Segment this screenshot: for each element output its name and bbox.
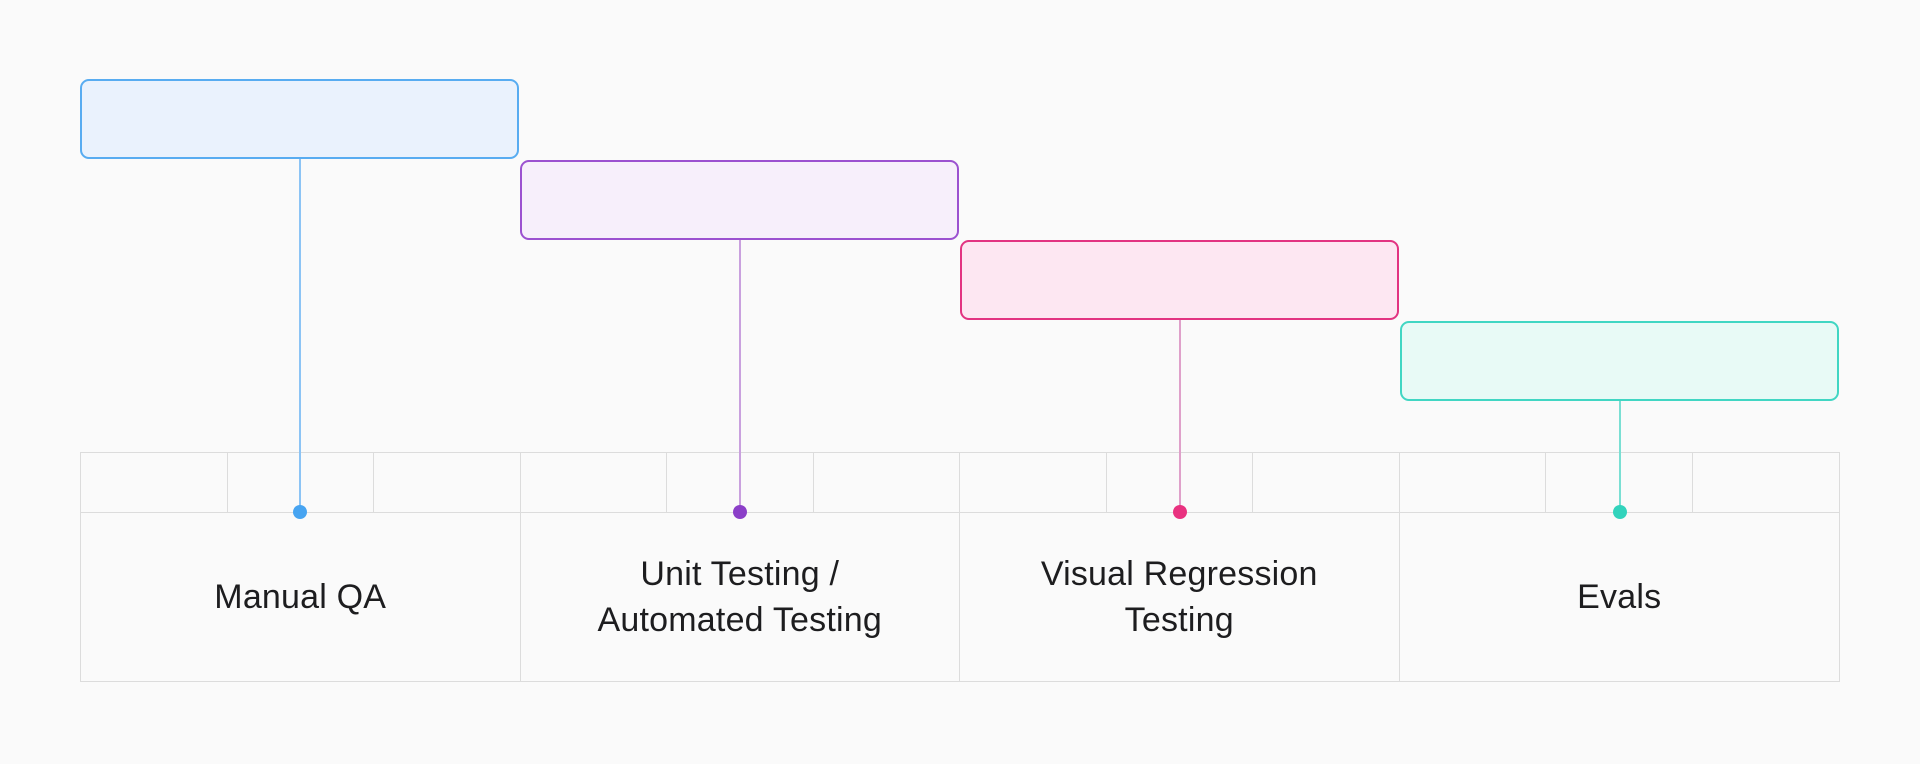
label-visual-regression-testing: Visual Regression Testing: [1040, 555, 1318, 639]
task-bar-visual-regression-testing: [960, 240, 1399, 320]
tick-cell: [228, 453, 374, 512]
connector-line-manual-qa: [299, 157, 301, 512]
timeline-dot-visual-regression-testing: [1173, 505, 1187, 519]
task-bar-unit-testing: [520, 160, 959, 240]
label-cell-visual-regression-testing: Visual Regression Testing: [960, 513, 1400, 681]
tick-cell: [81, 453, 228, 512]
label-manual-qa: Manual QA: [214, 578, 387, 616]
connector-line-visual-regression-testing: [1179, 318, 1181, 512]
tick-cell: [814, 453, 960, 512]
timeline-dot-evals: [1613, 505, 1627, 519]
timeline-table: Manual QA Unit Testing / Automated Testi…: [80, 452, 1840, 682]
task-bar-evals: [1400, 321, 1839, 401]
timeline-tick-row: [81, 453, 1839, 513]
task-bar-manual-qa: [80, 79, 519, 159]
connector-line-evals: [1619, 399, 1621, 512]
timeline-dot-manual-qa: [293, 505, 307, 519]
tick-cell: [1693, 453, 1840, 512]
label-cell-manual-qa: Manual QA: [81, 513, 521, 681]
connector-line-unit-testing: [739, 238, 741, 512]
label-cell-evals: Evals: [1400, 513, 1840, 681]
tick-cell: [960, 453, 1107, 512]
tick-cell: [374, 453, 521, 512]
timeline-label-row: Manual QA Unit Testing / Automated Testi…: [81, 513, 1839, 681]
label-evals: Evals: [1577, 578, 1662, 616]
label-cell-unit-testing: Unit Testing / Automated Testing: [521, 513, 960, 681]
tick-cell: [1253, 453, 1400, 512]
tick-cell: [1107, 453, 1253, 512]
timeline-dot-unit-testing: [733, 505, 747, 519]
tick-cell: [521, 453, 667, 512]
tick-cell: [667, 453, 814, 512]
tick-cell: [1546, 453, 1693, 512]
label-unit-testing: Unit Testing / Automated Testing: [597, 555, 882, 639]
tick-cell: [1400, 453, 1546, 512]
